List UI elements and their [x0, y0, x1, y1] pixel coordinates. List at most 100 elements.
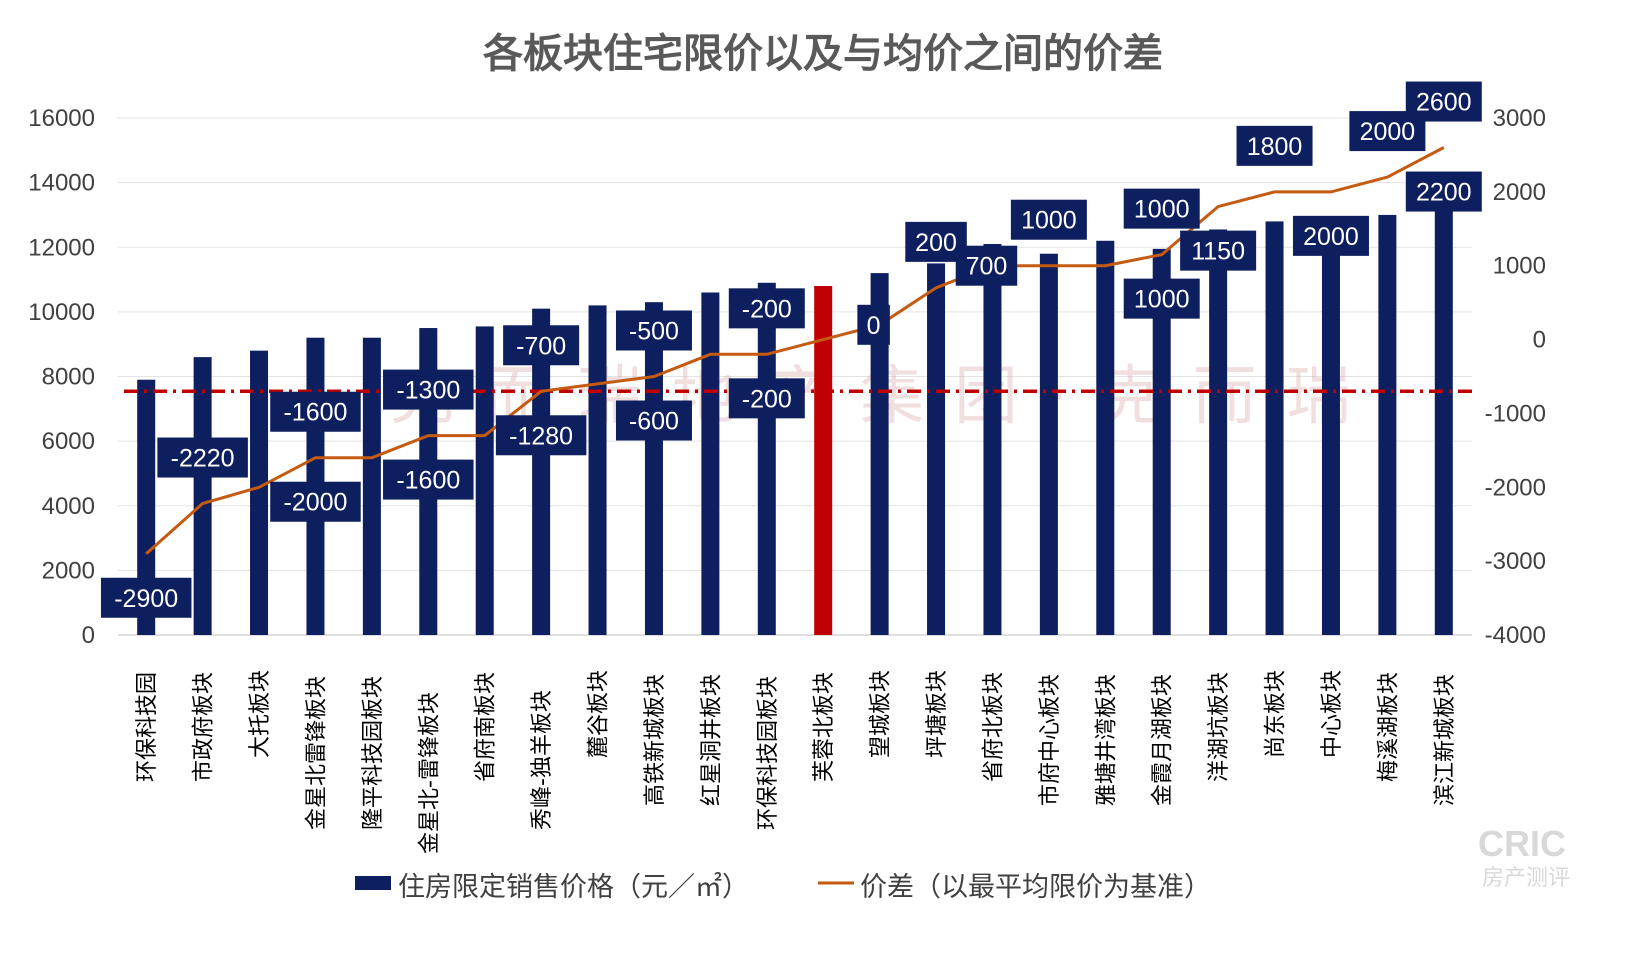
data-label-box [615, 310, 692, 351]
data-label-text: -1300 [396, 377, 460, 405]
category-label: 尚东板块 [1264, 670, 1289, 758]
data-label-box [270, 391, 361, 432]
category-label: 芙蓉北板块 [812, 672, 837, 782]
data-label-box [383, 369, 474, 410]
category-label: 隆平科技园板块 [361, 676, 386, 830]
data-label-text: 2000 [1303, 223, 1359, 251]
data-label: 1150 [1180, 230, 1257, 271]
bar [362, 337, 381, 635]
data-label-text: -1600 [283, 399, 347, 427]
y-left-tick-label: 6000 [42, 428, 95, 455]
category-label: 市政府板块 [192, 672, 217, 782]
data-label: -2220 [157, 437, 248, 478]
data-label: -500 [615, 310, 692, 351]
data-label-text: -2000 [283, 489, 347, 517]
bar [757, 282, 776, 635]
y-axis-right: -4000 -3000 -2000 -1000 0 1000 2000 3000 [1485, 105, 1546, 649]
data-label-box [100, 577, 192, 618]
data-label-box [495, 415, 587, 456]
category-label: 洋湖坑板块 [1207, 672, 1232, 782]
data-label-box [1292, 215, 1369, 256]
data-label-box [1405, 171, 1482, 212]
data-label-box [270, 481, 361, 522]
bar [1152, 248, 1171, 635]
data-label: -2000 [270, 481, 361, 522]
line-series [145, 146, 1445, 555]
data-label-text: 2600 [1416, 89, 1472, 117]
data-label-text: 1800 [1247, 133, 1303, 161]
category-label: 望城板块 [869, 670, 894, 758]
data-label: 2200 [1405, 171, 1482, 212]
y-left-tick-label: 8000 [42, 364, 95, 391]
y-axis-left: 0 2000 4000 6000 8000 10000 12000 14000 16000 [28, 105, 95, 649]
y-left-tick-label: 4000 [42, 493, 95, 520]
data-label-box [615, 400, 692, 441]
bar [1039, 253, 1058, 635]
bar [193, 357, 212, 635]
data-label-text: -200 [742, 295, 792, 323]
data-label: 1000 [1010, 199, 1087, 240]
data-label-box [1123, 188, 1200, 229]
y-left-tick-label: 2000 [42, 557, 95, 584]
data-label: -1600 [270, 391, 361, 432]
data-label-box [1236, 125, 1313, 166]
y-right-tick-label: -2000 [1485, 474, 1546, 501]
bar [927, 263, 946, 635]
y-right-tick-label: -3000 [1485, 548, 1546, 575]
legend-label-bars: 住房限定销售价格（元／㎡） [398, 872, 749, 903]
data-label-text: 1000 [1134, 286, 1190, 314]
data-label: -2900 [100, 577, 192, 618]
line-path [145, 146, 1445, 555]
data-label-text: -600 [629, 408, 679, 436]
data-label: 2000 [1349, 111, 1426, 152]
category-label: 中心板块 [1320, 670, 1345, 758]
data-label-box [1180, 230, 1257, 271]
bar [983, 244, 1002, 636]
y-right-tick-label: 3000 [1493, 105, 1546, 132]
data-label-text: -2220 [171, 445, 235, 473]
data-label-text: 700 [966, 253, 1008, 281]
data-label-text: -200 [742, 385, 792, 413]
bar [644, 302, 663, 635]
data-label: 2000 [1292, 215, 1369, 256]
y-left-tick-label: 14000 [28, 170, 95, 197]
data-label: -600 [615, 400, 692, 441]
data-label-text: -1600 [396, 467, 460, 495]
data-label-text: 2200 [1416, 179, 1472, 207]
data-label-box [503, 325, 580, 366]
category-label: 梅溪湖板块 [1376, 672, 1401, 782]
category-label: 金星北-雷锋板块 [417, 692, 442, 854]
bar [475, 326, 494, 635]
category-label: 麓谷板块 [587, 670, 612, 758]
data-label: -1300 [383, 369, 474, 410]
category-label: 金星北雷锋板块 [304, 676, 329, 830]
y-right-tick-label: 2000 [1493, 179, 1546, 206]
cric-logo: CRIC 房产测评 [1478, 823, 1570, 891]
data-label: -700 [503, 325, 580, 366]
data-label: -200 [728, 288, 805, 329]
data-labels: -2900-2220-2000-1600-1600-1300-1280-700-… [100, 81, 1482, 618]
bar [1209, 229, 1228, 635]
legend-swatch-bars [355, 876, 391, 890]
bar [137, 379, 156, 635]
bar [1378, 214, 1397, 635]
bar [250, 350, 269, 635]
category-label: 红星洞井板块 [699, 674, 724, 806]
cric-logo-text: CRIC [1478, 823, 1566, 864]
data-label-box [1010, 199, 1087, 240]
bar [1096, 240, 1115, 635]
data-label-box [157, 437, 248, 478]
data-label-text: -1280 [509, 422, 573, 450]
data-label-text: 2000 [1360, 118, 1416, 146]
data-label-text: 0 [867, 312, 881, 340]
y-right-tick-label: -1000 [1485, 400, 1546, 427]
y-left-tick-label: 12000 [28, 234, 95, 261]
chart-title: 各板块住宅限价以及与均价之间的价差 [483, 31, 1163, 77]
data-label-box [383, 459, 474, 500]
data-label-text: 1000 [1021, 207, 1077, 235]
bar [1265, 221, 1284, 635]
category-label: 雅塘井湾板块 [1094, 674, 1119, 806]
legend-item-line: 价差（以最平均限价为基准） [818, 872, 1211, 903]
x-axis-categories: 环保科技园 市政府板块 大托板块 金星北雷锋板块 隆平科技园板块 金星北-雷锋板块 省府南板… [135, 670, 1458, 854]
